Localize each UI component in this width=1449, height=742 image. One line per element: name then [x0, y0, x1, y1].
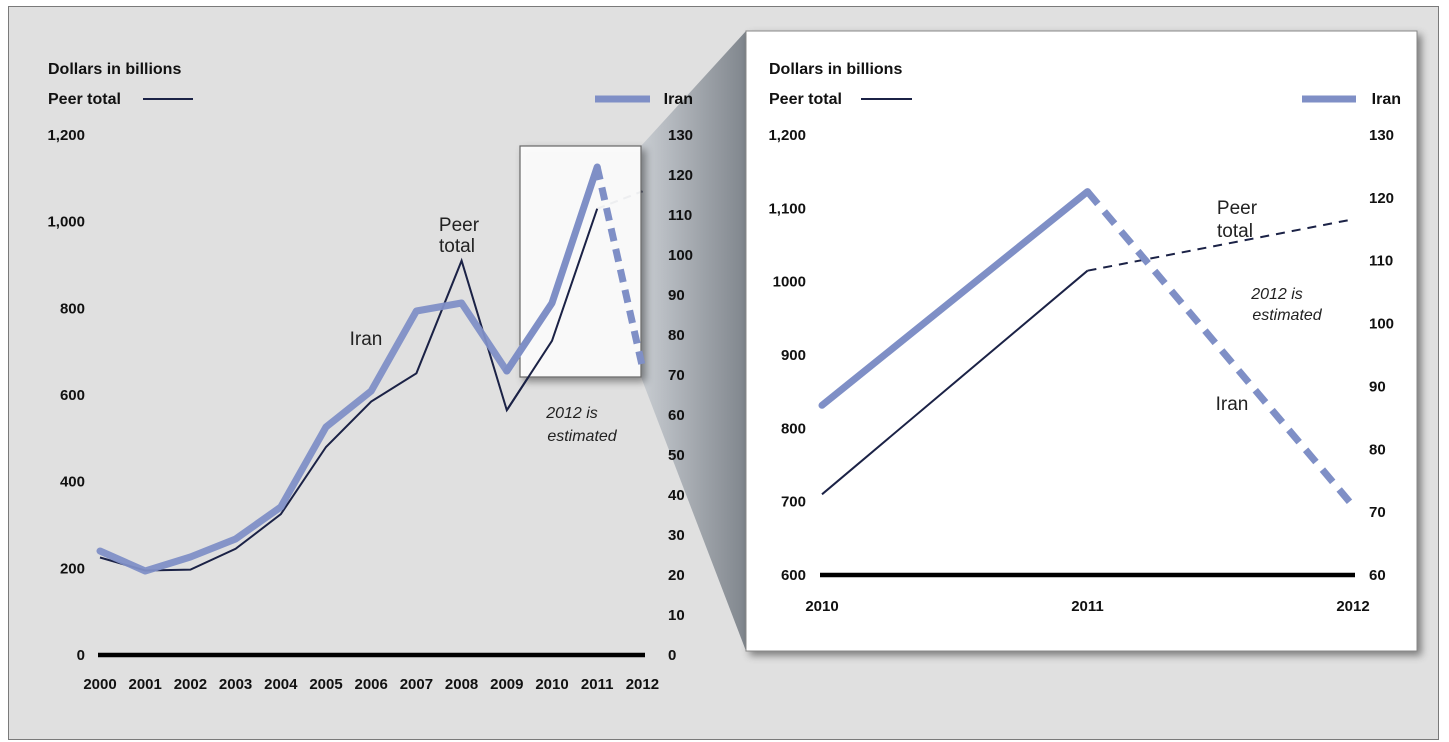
right-tick-label: 10 [668, 607, 685, 624]
right-tick-label: 100 [668, 247, 693, 264]
right-tick-label: 120 [668, 167, 693, 184]
zoom-right-tick-label: 90 [1369, 378, 1386, 395]
annotation-total: total [439, 236, 475, 257]
zoom-annotation-estimate-line2: estimated [1252, 307, 1322, 324]
right-tick-label: 60 [668, 407, 685, 424]
zoom-annotation-total: total [1217, 221, 1253, 242]
right-tick-label: 80 [668, 327, 685, 344]
right-tick-label: 110 [668, 207, 692, 224]
x-tick-label: 2001 [129, 676, 162, 693]
left-tick-label: 1,200 [47, 127, 85, 144]
legend-peer-label: Peer total [48, 91, 121, 108]
zoom-left-tick-label: 700 [781, 494, 806, 511]
left-tick-label: 200 [60, 560, 85, 577]
zoom-legend-iran-label: Iran [1372, 91, 1401, 108]
zoom-left-tick-label: 1,100 [768, 200, 806, 217]
zoom-x-tick-label: 2011 [1071, 598, 1104, 615]
legend-iran-label: Iran [664, 91, 693, 108]
x-tick-label: 2009 [490, 676, 523, 693]
zoom-right-tick-label: 60 [1369, 567, 1386, 584]
annotation-peer: Peer [439, 215, 480, 236]
x-tick-label: 2004 [264, 676, 298, 693]
zoom-chart: Dollars in billions Peer total Iran 600 700 8… [745, 30, 1418, 652]
zoom-right-tick-label: 100 [1369, 316, 1394, 333]
zoom-series-peer-total [821, 269, 1089, 496]
series-iran-highlight [503, 163, 601, 375]
right-tick-label: 20 [668, 567, 685, 584]
zoom-right-tick-label: 80 [1369, 441, 1386, 458]
zoom-connector [641, 31, 746, 651]
zoom-series-peer-total-estimate [1087, 218, 1354, 272]
y-axis-label: Dollars in billions [48, 61, 181, 78]
zoom-annotation-estimate-line1: 2012 is [1250, 286, 1303, 303]
zoom-panel [745, 30, 1418, 652]
zoom-legend-peer-label: Peer total [769, 91, 842, 108]
zoom-highlight-box [519, 145, 642, 378]
x-tick-label: 2003 [219, 676, 252, 693]
right-tick-label: 130 [668, 127, 693, 144]
left-tick-label: 400 [60, 474, 85, 491]
zoom-left-tick-label: 1,200 [768, 127, 806, 144]
left-tick-label: 800 [60, 300, 85, 317]
left-tick-label: 1,000 [47, 214, 85, 231]
zoom-x-tick-label: 2010 [805, 598, 838, 615]
zoom-annotation-iran: Iran [1216, 394, 1249, 415]
right-tick-label: 0 [668, 647, 676, 664]
zoom-left-tick-label: 900 [781, 347, 806, 364]
right-tick-label: 70 [668, 367, 685, 384]
left-tick-label: 0 [77, 647, 85, 664]
x-tick-label: 2002 [174, 676, 207, 693]
zoom-right-tick-label: 120 [1369, 190, 1394, 207]
x-tick-label: 2006 [355, 676, 388, 693]
series-peer-total-highlight [505, 208, 599, 411]
zoom-right-tick-label: 130 [1369, 127, 1394, 144]
zoom-left-tick-label: 600 [781, 567, 806, 584]
right-tick-label: 90 [668, 287, 685, 304]
x-tick-label: 2011 [581, 676, 614, 693]
zoom-left-tick-label: 1000 [773, 274, 806, 291]
zoom-series-iran-estimate [1084, 189, 1356, 509]
zoom-left-tick-label: 800 [781, 420, 806, 437]
right-tick-label: 30 [668, 527, 685, 544]
zoom-funnel [641, 31, 746, 651]
series-iran-estimate [593, 166, 646, 368]
zoom-x-tick-label: 2012 [1336, 598, 1369, 615]
left-tick-label: 600 [60, 387, 85, 404]
right-tick-label: 50 [668, 447, 685, 464]
x-tick-label: 2000 [83, 676, 116, 693]
zoom-series-iran [818, 188, 1091, 409]
x-tick-label: 2008 [445, 676, 478, 693]
x-tick-label: 2007 [400, 676, 433, 693]
annotation-iran: Iran [350, 329, 383, 350]
zoom-y-axis-label: Dollars in billions [769, 61, 902, 78]
annotation-estimate-line1: 2012 is [545, 405, 598, 422]
annotation-estimate-line2: estimated [547, 428, 617, 445]
zoom-right-tick-label: 70 [1369, 504, 1386, 521]
x-tick-label: 2005 [309, 676, 342, 693]
zoom-right-tick-label: 110 [1369, 253, 1393, 270]
right-tick-label: 40 [668, 487, 685, 504]
x-tick-label: 2010 [535, 676, 568, 693]
x-tick-label: 2012 [626, 676, 659, 693]
zoom-annotation-peer: Peer [1217, 198, 1258, 219]
